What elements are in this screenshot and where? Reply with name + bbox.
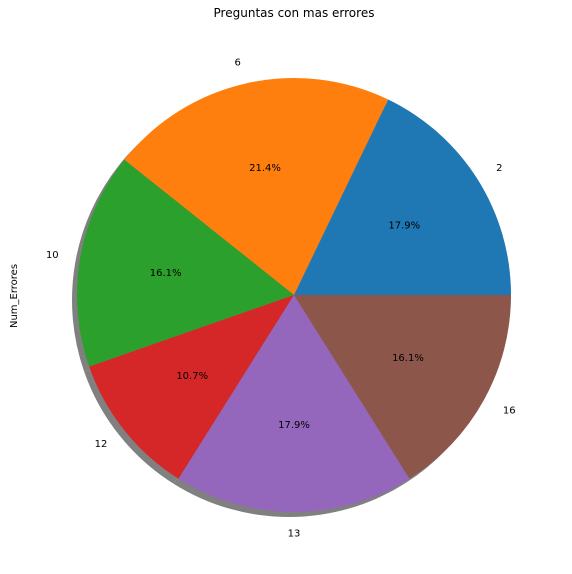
slice-percent-2: 17.9%	[388, 221, 420, 232]
pie-slice-2	[294, 99, 511, 296]
y-axis-label: Num_Errores	[9, 264, 20, 328]
slice-label-10: 10	[46, 250, 59, 261]
slice-percent-16: 16.1%	[392, 353, 424, 364]
slice-label-12: 12	[95, 439, 108, 450]
pie-slices	[76, 78, 511, 512]
pie-slice-6	[124, 78, 389, 295]
slice-percent-12: 10.7%	[176, 371, 208, 382]
pie-slice-13	[178, 295, 410, 512]
slice-label-6: 6	[235, 57, 241, 68]
slice-label-13: 13	[288, 529, 301, 540]
slice-label-2: 2	[496, 163, 502, 174]
pie-slice-12	[89, 295, 295, 479]
pie-slice-10	[76, 159, 294, 367]
pie-slice-16	[294, 295, 511, 479]
slice-percent-10: 16.1%	[150, 268, 182, 279]
slice-percent-13: 17.9%	[278, 420, 310, 431]
chart-title: Preguntas con mas errores	[214, 6, 375, 20]
pie-labels: 2 17.9% 6 21.4% 10 16.1% 12 10.7% 13 17.9% 16 16.1%	[46, 57, 516, 539]
slice-percent-6: 21.4%	[249, 163, 281, 174]
slice-label-16: 16	[503, 405, 516, 416]
